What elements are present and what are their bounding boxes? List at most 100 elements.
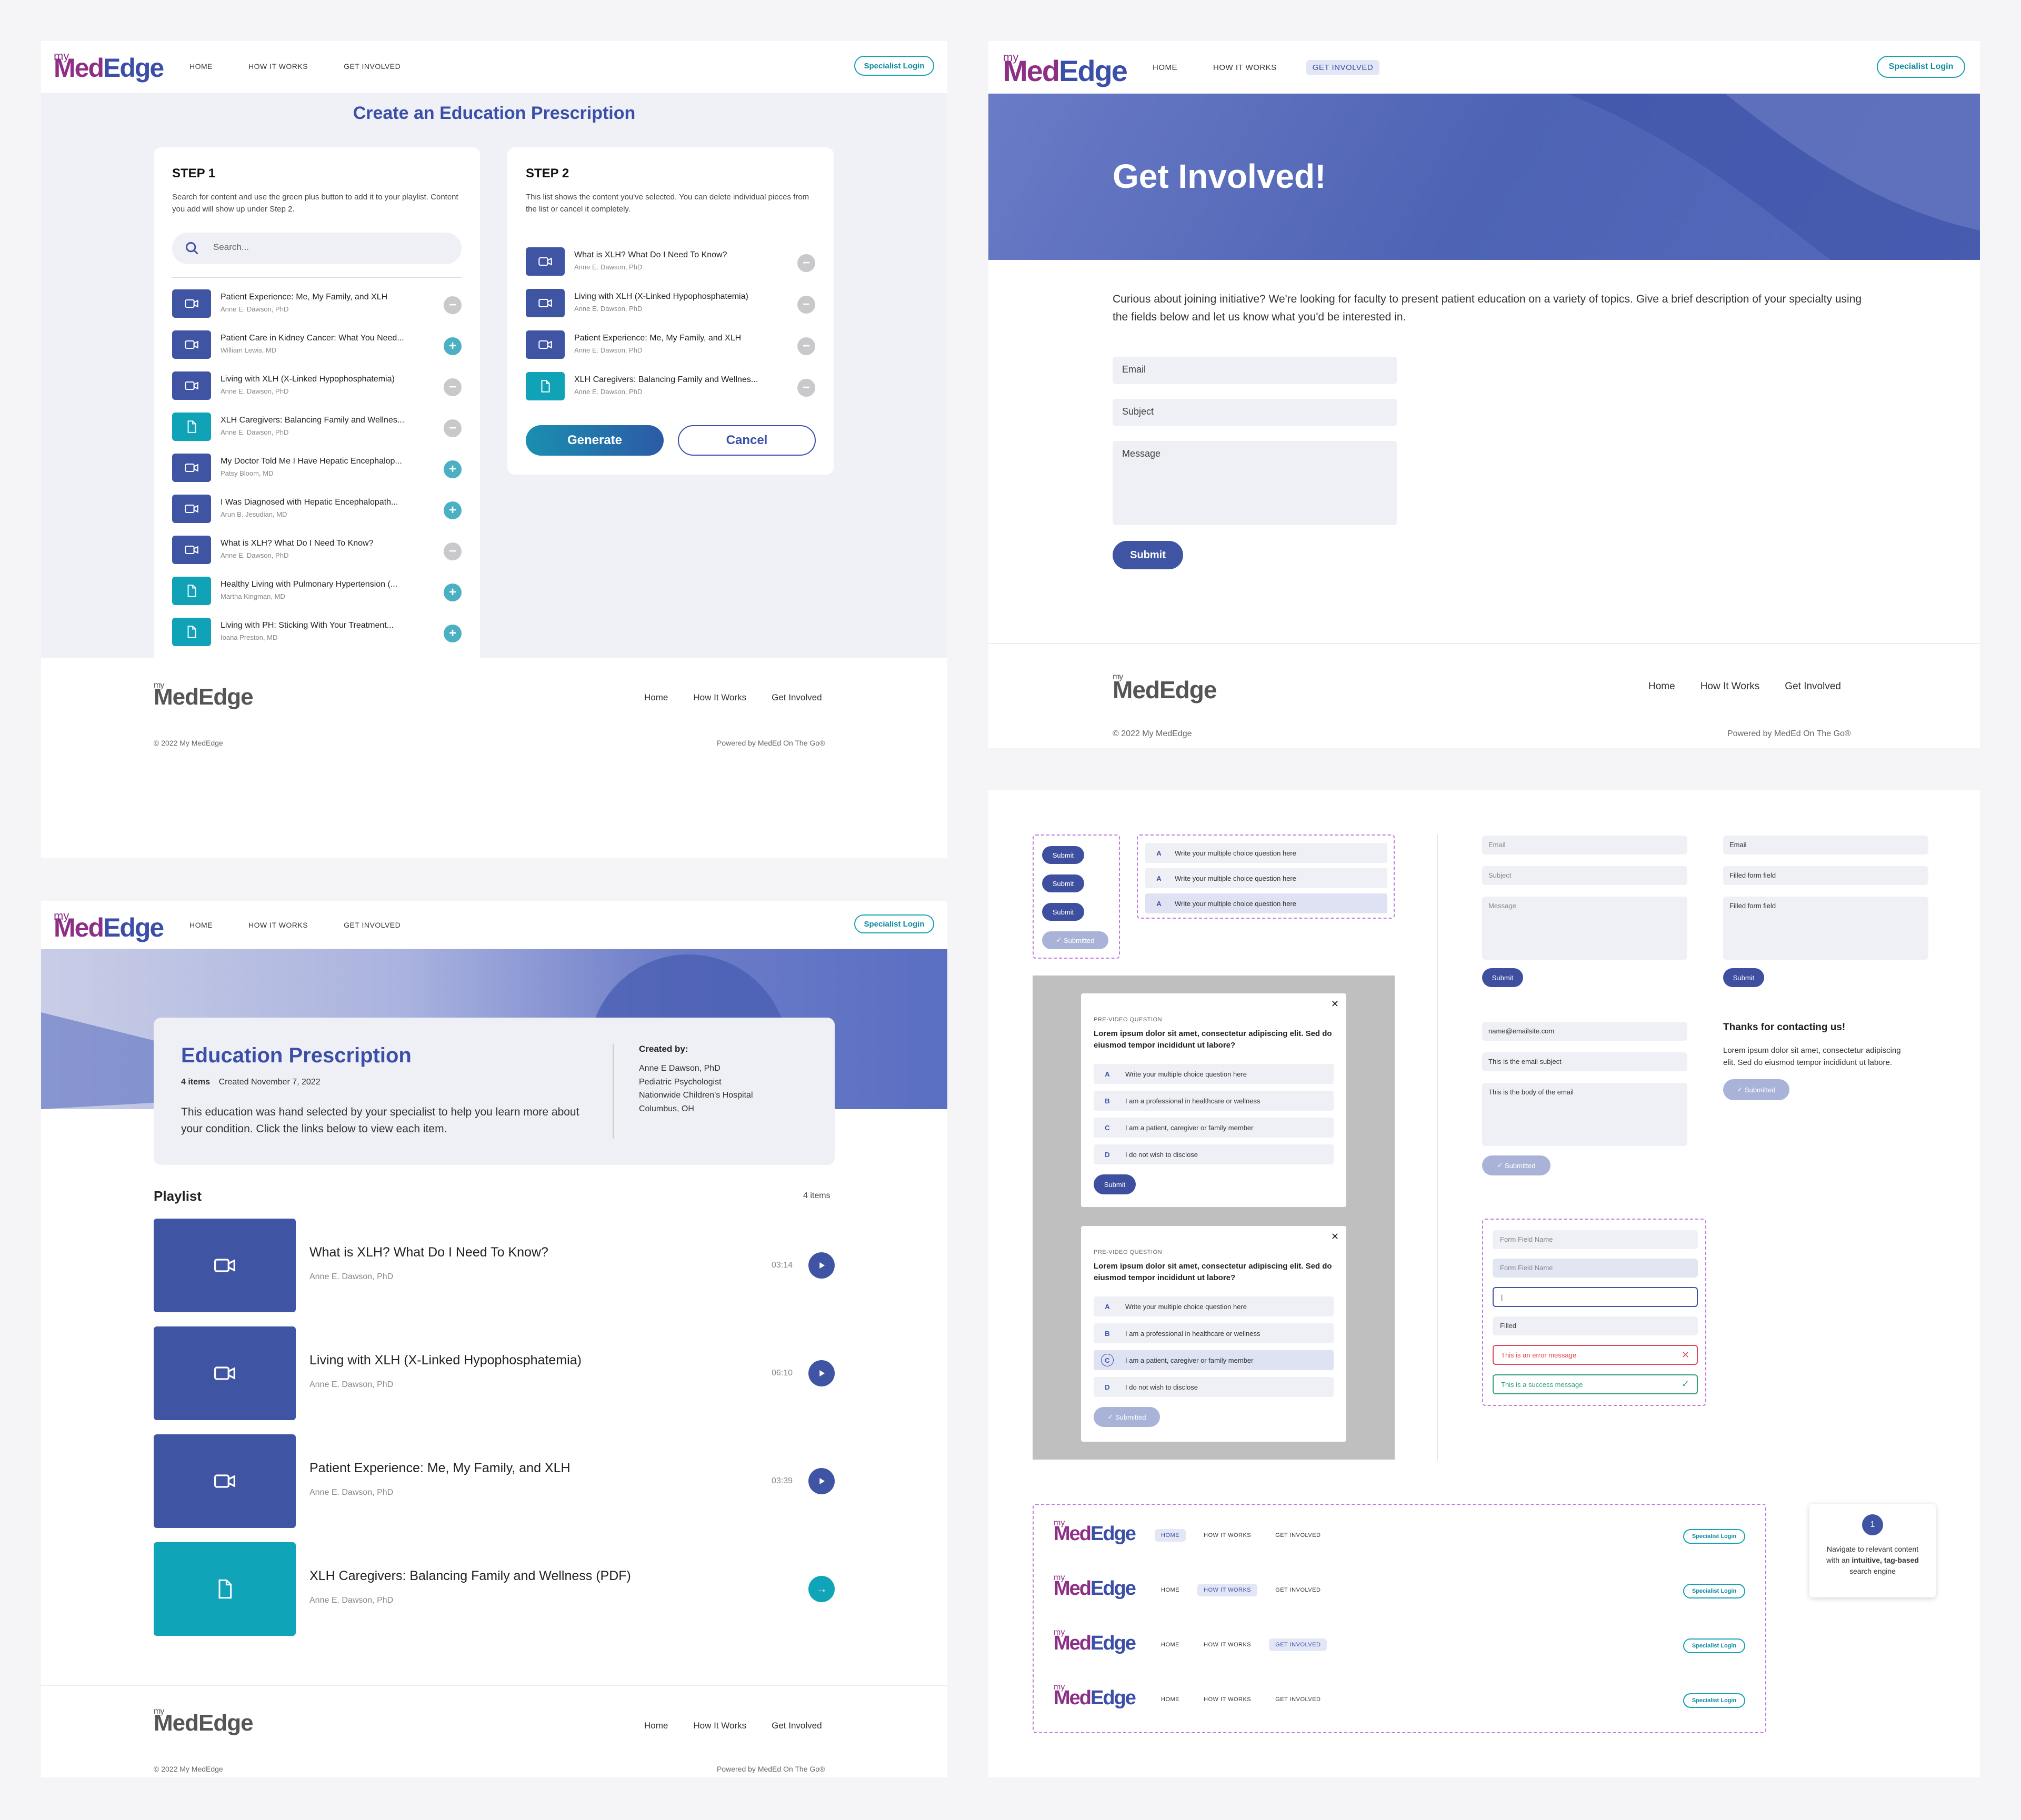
selected-item[interactable]: Patient Experience: Me, My Family, and X…: [526, 330, 815, 359]
submit-button[interactable]: Submit: [1482, 968, 1523, 987]
content-list-item[interactable]: Patient Experience: Me, My Family, and X…: [172, 289, 462, 318]
nav-home[interactable]: HOME: [189, 62, 213, 71]
specialist-login-button[interactable]: Specialist Login: [1877, 56, 1965, 78]
content-list-item[interactable]: I Was Diagnosed with Hepatic Encephalopa…: [172, 495, 462, 523]
footer-logo[interactable]: my MedEdge: [154, 1707, 254, 1736]
logo[interactable]: my MedEdge: [54, 909, 164, 942]
nav-get-involved[interactable]: GET INVOLVED: [1275, 1696, 1321, 1703]
selected-item[interactable]: Living with XLH (X-Linked Hypophosphatem…: [526, 289, 815, 317]
footer-link-get-involved[interactable]: Get Involved: [772, 692, 822, 702]
remove-button[interactable]: −: [797, 337, 815, 355]
submit-button-pressed[interactable]: Submit: [1042, 903, 1084, 921]
footer-link-get-involved[interactable]: Get Involved: [772, 1721, 822, 1731]
message-field[interactable]: Message: [1113, 441, 1397, 525]
content-list-item[interactable]: Patient Care in Kidney Cancer: What You …: [172, 330, 462, 359]
playlist-item-title[interactable]: Patient Experience: Me, My Family, and X…: [309, 1461, 571, 1475]
footer-link-how[interactable]: How It Works: [1700, 681, 1760, 692]
subject-field[interactable]: Subject: [1113, 399, 1397, 426]
message-field[interactable]: Filled form field: [1723, 897, 1928, 960]
message-field[interactable]: This is the body of the email: [1482, 1083, 1687, 1146]
remove-button[interactable]: −: [797, 296, 815, 314]
play-button[interactable]: [808, 1252, 835, 1279]
remove-button[interactable]: −: [444, 419, 462, 437]
nav-how-it-works[interactable]: HOW IT WORKS: [1204, 1696, 1252, 1703]
content-list-item[interactable]: My Doctor Told Me I Have Hepatic Encepha…: [172, 454, 462, 482]
nav-get-involved[interactable]: GET INVOLVED: [1275, 1532, 1321, 1539]
nav-home[interactable]: HOME: [1153, 63, 1177, 72]
submit-button[interactable]: Submit: [1042, 846, 1084, 864]
specialist-login-button[interactable]: Specialist Login: [1683, 1584, 1745, 1598]
answer-option[interactable]: A Write your multiple choice question her…: [1094, 1296, 1334, 1316]
remove-button[interactable]: −: [444, 296, 462, 314]
content-list-item[interactable]: What is XLH? What Do I Need To Know? Anne…: [172, 536, 462, 564]
remove-button[interactable]: −: [444, 378, 462, 396]
content-list-item[interactable]: Living with PH: Sticking With Your Treat…: [172, 618, 462, 646]
play-button[interactable]: [808, 1468, 835, 1494]
nav-home[interactable]: HOME: [1161, 1587, 1179, 1593]
nav-home[interactable]: HOME: [1161, 1696, 1179, 1703]
nav-how-it-works[interactable]: HOW IT WORKS: [1204, 1532, 1252, 1539]
generate-button[interactable]: Generate: [526, 425, 664, 456]
specialist-login-button[interactable]: Specialist Login: [1683, 1529, 1745, 1544]
email-field[interactable]: name@emailsite.com: [1482, 1022, 1687, 1041]
footer-link-how[interactable]: How It Works: [693, 692, 747, 702]
nav-get-involved[interactable]: GET INVOLVED: [1275, 1587, 1321, 1593]
playlist-thumbnail[interactable]: [154, 1542, 296, 1636]
playlist-thumbnail[interactable]: [154, 1434, 296, 1528]
footer-link-get-involved[interactable]: Get Involved: [1785, 681, 1841, 692]
field-success[interactable]: This is a success message ✓: [1493, 1374, 1698, 1394]
open-button[interactable]: →: [808, 1576, 835, 1602]
add-button[interactable]: +: [444, 501, 462, 519]
mc-option[interactable]: A Write your multiple choice question her…: [1145, 843, 1387, 863]
nav-home[interactable]: HOME: [1161, 1642, 1179, 1648]
nav-how-it-works[interactable]: HOW IT WORKS: [248, 62, 308, 71]
specialist-login-button[interactable]: Specialist Login: [854, 914, 934, 933]
nav-home[interactable]: HOME: [1155, 1529, 1186, 1542]
submit-button[interactable]: Submit: [1094, 1174, 1136, 1194]
playlist-item[interactable]: Living with XLH (X-Linked Hypophosphatem…: [154, 1326, 835, 1420]
submit-button[interactable]: Submit: [1113, 541, 1183, 569]
field-hover[interactable]: Form Field Name: [1493, 1259, 1698, 1278]
footer-logo[interactable]: my MedEdge: [154, 681, 254, 710]
specialist-login-button[interactable]: Specialist Login: [1683, 1693, 1745, 1708]
specialist-login-button[interactable]: Specialist Login: [1683, 1638, 1745, 1653]
playlist-item[interactable]: Patient Experience: Me, My Family, and X…: [154, 1434, 835, 1528]
answer-option[interactable]: A Write your multiple choice question her…: [1094, 1064, 1334, 1084]
playlist-thumbnail[interactable]: [154, 1326, 296, 1420]
content-list-item[interactable]: Living with XLH (X-Linked Hypophosphatem…: [172, 371, 462, 400]
add-button[interactable]: +: [444, 460, 462, 478]
logo[interactable]: my MedEdge: [1003, 51, 1128, 87]
close-icon[interactable]: ✕: [1330, 999, 1339, 1009]
subject-field[interactable]: Subject: [1482, 866, 1687, 885]
add-button[interactable]: +: [444, 625, 462, 642]
footer-link-home[interactable]: Home: [644, 692, 668, 702]
submit-button[interactable]: Submit: [1723, 968, 1764, 987]
cancel-button[interactable]: Cancel: [678, 425, 816, 456]
playlist-item-title[interactable]: XLH Caregivers: Balancing Family and Wel…: [309, 1568, 631, 1583]
footer-link-home[interactable]: Home: [1648, 681, 1675, 692]
field-error[interactable]: This is an error message ✕: [1493, 1345, 1698, 1365]
email-field[interactable]: Email: [1482, 836, 1687, 854]
logo[interactable]: my MedEdge: [1054, 1683, 1136, 1709]
field-default[interactable]: Form Field Name: [1493, 1230, 1698, 1249]
add-button[interactable]: +: [444, 337, 462, 355]
playlist-thumbnail[interactable]: [154, 1219, 296, 1312]
subject-field[interactable]: This is the email subject: [1482, 1052, 1687, 1071]
specialist-login-button[interactable]: Specialist Login: [854, 56, 934, 76]
subject-field[interactable]: Filled form field: [1723, 866, 1928, 885]
nav-home[interactable]: HOME: [189, 921, 213, 929]
footer-logo[interactable]: my MedEdge: [1113, 672, 1217, 703]
nav-how-it-works[interactable]: HOW IT WORKS: [1204, 1642, 1252, 1648]
play-button[interactable]: [808, 1360, 835, 1386]
selected-item[interactable]: What is XLH? What Do I Need To Know? Anne…: [526, 247, 815, 276]
footer-link-home[interactable]: Home: [644, 1721, 668, 1731]
nav-get-involved[interactable]: GET INVOLVED: [1269, 1638, 1327, 1651]
submit-button-hover[interactable]: Submit: [1042, 874, 1084, 892]
email-field[interactable]: Email: [1113, 357, 1397, 384]
mc-option[interactable]: A Write your multiple choice question her…: [1145, 868, 1387, 888]
